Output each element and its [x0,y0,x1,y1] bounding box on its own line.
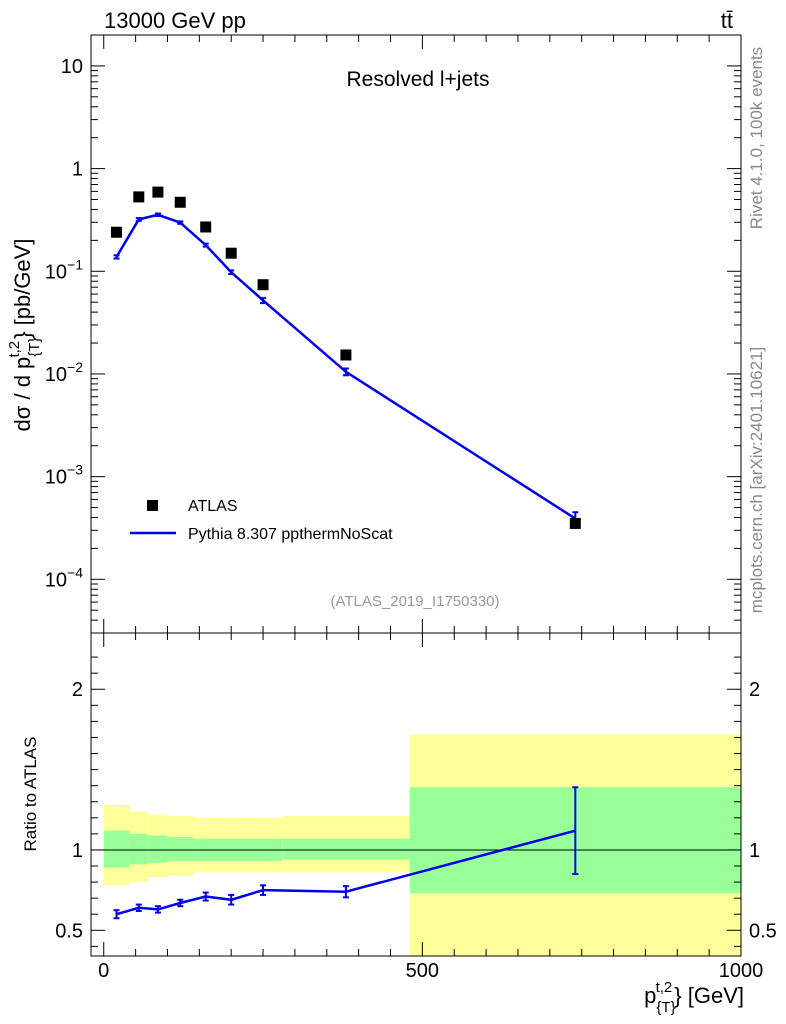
y-tick-label: 10−2 [45,359,83,386]
ratio-y-tick-label: 0.5 [55,920,83,942]
atlas-data-point [152,186,164,198]
xlabel-subscript: {T} [656,999,675,1016]
mcplots-label: mcplots.cern.ch [arXiv:2401.10621] [747,347,766,613]
atlas-data-point [133,191,145,203]
ratio-xlabel: p{T}t,2} [GeV] [644,979,744,1016]
svg-text:dσ / d p{T}t,2} [pb/GeV]: dσ / d p{T}t,2} [pb/GeV] [6,239,43,432]
atlas-data-point [257,279,269,291]
uncertainty-band-inner [282,838,410,860]
y-tick-label: 1 [72,159,83,181]
atlas-data-point [340,349,352,361]
legend: ATLAS Pythia 8.307 ppthermNoScat [130,498,393,543]
main-panel: 10 1 10−1 10−2 10−3 10−4 Resolved l+jets (ATL… [6,34,742,634]
main-frame [90,34,742,634]
mc-line [115,213,576,520]
atlas-data-point [225,247,237,259]
ylabel-superscript: t,2 [6,341,23,358]
svg-text:p{T}t,2} [GeV]: p{T}t,2} [GeV] [644,979,744,1016]
legend-atlas-label: ATLAS [188,498,238,515]
atlas-data-point [110,226,122,238]
legend-mc-label: Pythia 8.307 ppthermNoScat [188,526,393,543]
x-tick-label: 1000 [719,960,764,982]
y-tick-label: 10 [61,56,83,78]
xlabel-superscript: t,2 [656,979,673,996]
uncertainty-band-inner [148,835,168,863]
uncertainty-band-inner [129,833,149,865]
x-tick-label: 0 [98,960,109,982]
y-tick-label: 10−3 [45,462,83,489]
legend-atlas-marker [147,500,158,511]
analysis-label: (ATLAS_2019_I1750330) [330,593,499,610]
main-ylabel: dσ / d p{T}t,2} [pb/GeV] [6,239,43,432]
chart-title: Resolved l+jets [347,68,490,91]
atlas-data-point [200,221,212,233]
energy-label: 13000 GeV pp [104,8,246,33]
ratio-y-tick-label-right: 1 [749,840,760,862]
uncertainty-band-inner [103,830,130,868]
y-tick-label: 10−4 [45,564,83,591]
atlas-data-point [569,517,581,529]
y-tick-label: 10−1 [45,256,83,283]
ylabel-subscript: {T} [26,338,43,357]
process-label: tt̄ [721,8,733,33]
rivet-version-label: Rivet 4.1.0, 100k events [747,47,766,229]
atlas-data-point [174,196,186,208]
uncertainty-band-inner [167,837,193,862]
ratio-y-tick-label-right: 2 [749,679,760,701]
ratio-y-tick-label-right: 0.5 [749,920,777,942]
ratio-y-tick-label: 1 [72,840,83,862]
ratio-ylabel: Ratio to ATLAS [21,737,40,852]
x-tick-label: 500 [406,960,439,982]
ratio-panel: 0.5 0.51 12 20 500 1000 Ratio to ATLAS p{T}t,… [21,632,777,1016]
ratio-frame [90,632,742,957]
ratio-y-tick-label: 2 [72,679,83,701]
